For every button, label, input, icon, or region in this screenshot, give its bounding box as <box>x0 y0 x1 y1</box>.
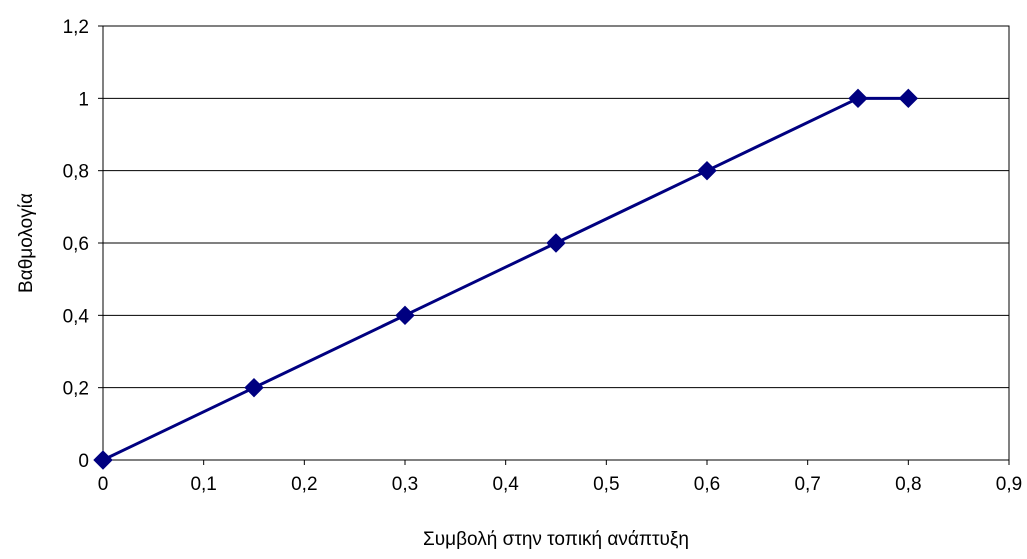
data-point-marker <box>848 88 868 109</box>
y-tick-label: 0 <box>78 451 89 472</box>
y-axis-title: Βαθμολογία <box>16 193 37 293</box>
x-tick-label: 0,8 <box>895 474 921 495</box>
y-tick-label: 0,4 <box>63 306 90 327</box>
x-tick-label: 0,9 <box>996 474 1022 495</box>
x-tick-label: 0,4 <box>492 474 519 495</box>
x-tick-label: 0,1 <box>190 474 216 495</box>
x-axis-title: Συμβολή στην τοπική ανάπτυξη <box>423 529 689 550</box>
y-tick-label: 1 <box>78 89 89 110</box>
tick-labels: 0 0,2 0,4 0,6 0,8 1 1,2 0 0,1 0,2 0,3 0,4 0,5 0,6 0,7 0… <box>63 17 1023 495</box>
data-point-marker <box>93 450 113 470</box>
x-tick-label: 0 <box>98 474 109 495</box>
x-tick-label: 0,6 <box>694 474 720 495</box>
y-tick-label: 0,6 <box>63 234 89 255</box>
data-point-marker <box>244 377 264 398</box>
y-tick-label: 0,8 <box>63 162 89 183</box>
data-point-marker <box>697 160 717 181</box>
data-point-marker <box>395 305 415 326</box>
data-point-marker <box>898 88 919 109</box>
y-tick-label: 0,2 <box>63 379 89 400</box>
y-tick-label: 1,2 <box>63 17 89 38</box>
x-tick-label: 0,3 <box>392 474 418 495</box>
data-point-marker <box>546 233 566 253</box>
x-tick-label: 0,7 <box>794 474 820 495</box>
x-tick-label: 0,2 <box>291 474 317 495</box>
x-tick-label: 0,5 <box>593 474 619 495</box>
series-layer <box>93 88 919 470</box>
